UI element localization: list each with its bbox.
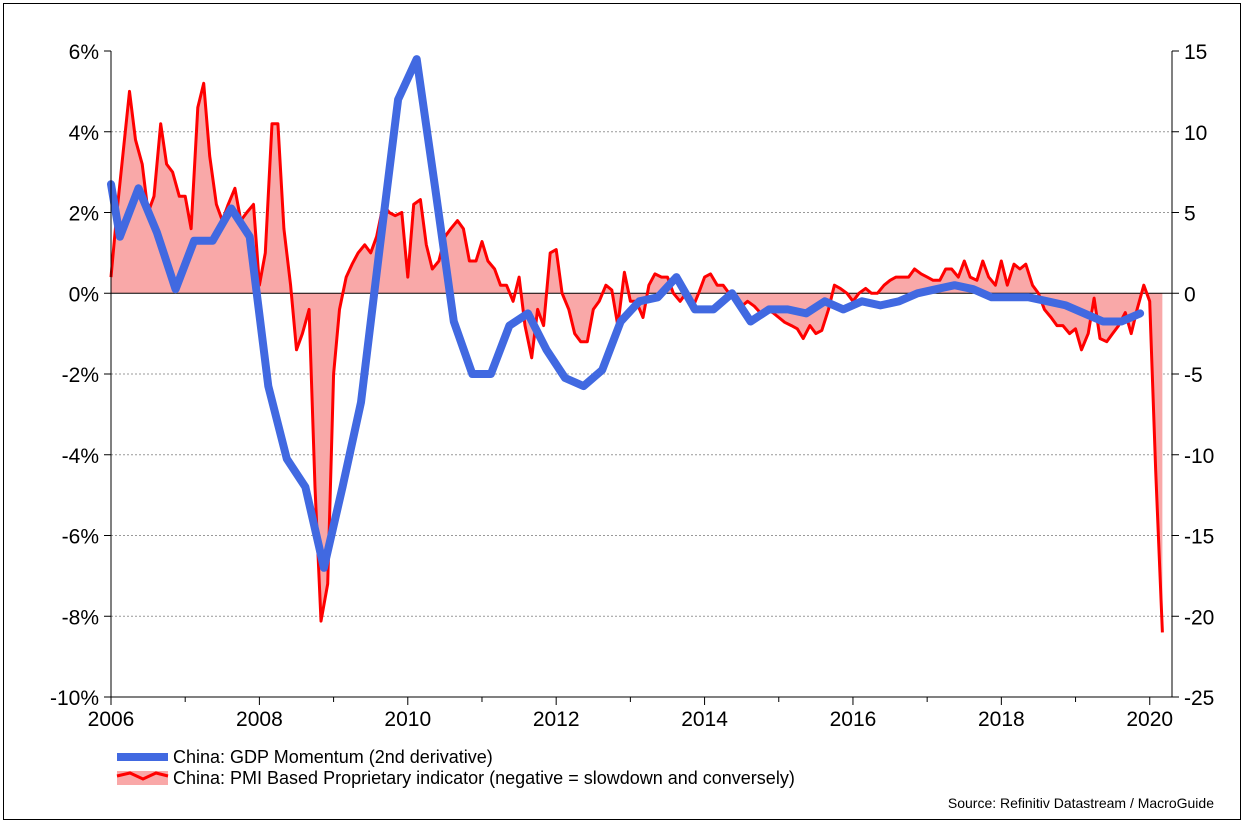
y-left-tick-label: -4% (62, 445, 99, 468)
y-right-tick-label: -15 (1184, 526, 1214, 549)
y-left-tick-label: 4% (69, 122, 99, 145)
y-right-tick-label: -25 (1184, 687, 1214, 710)
y-right-tick-label: 5 (1184, 203, 1196, 226)
y-right-tick-label: 10 (1184, 122, 1207, 145)
y-right-tick-label: -5 (1184, 364, 1203, 387)
x-tick-label: 2010 (384, 708, 431, 731)
x-tick-label: 2014 (681, 708, 728, 731)
x-tick-label: 2008 (236, 708, 283, 731)
legend: China: GDP Momentum (2nd derivative) Chi… (116, 747, 795, 788)
y-left-tick-label: 6% (69, 41, 99, 64)
y-left-tick-label: -10% (50, 687, 99, 710)
y-left-tick-label: -2% (62, 364, 99, 387)
y-left-tick-label: -6% (62, 526, 99, 549)
y-right-tick-label: -20 (1184, 606, 1214, 629)
pmi-area-fill (111, 83, 1163, 633)
y-left-tick-label: 2% (69, 203, 99, 226)
chart-border (3, 3, 1241, 820)
y-left-tick-label: 0% (69, 283, 99, 306)
x-tick-label: 2018 (978, 708, 1025, 731)
pmi-area-layer (111, 83, 1163, 633)
x-tick-label: 2016 (830, 708, 877, 731)
source-note: Source: Refinitiv Datastream / MacroGuid… (948, 795, 1214, 811)
axes-layer: 6% 15 4% 10 2% 5 0% 0 -2% -5 -4% -10 -6% -15 -8% -20 -10… (50, 41, 1214, 731)
x-tick-label: 2012 (533, 708, 580, 731)
legend-swatch-pmi-line (116, 771, 169, 781)
y-right-tick-label: 0 (1184, 283, 1196, 306)
y-left-tick-label: -8% (62, 606, 99, 629)
x-tick-label: 2006 (88, 708, 135, 731)
legend-label-gdp: China: GDP Momentum (2nd derivative) (173, 747, 493, 767)
legend-label-pmi: China: PMI Based Proprietary indicator (… (173, 768, 795, 788)
y-right-tick-label: -10 (1184, 445, 1214, 468)
series-line-layer (107, 55, 1164, 633)
y-right-tick-label: 15 (1184, 41, 1207, 64)
gdp-series-line (107, 55, 1145, 572)
x-tick-label: 2020 (1126, 708, 1173, 731)
